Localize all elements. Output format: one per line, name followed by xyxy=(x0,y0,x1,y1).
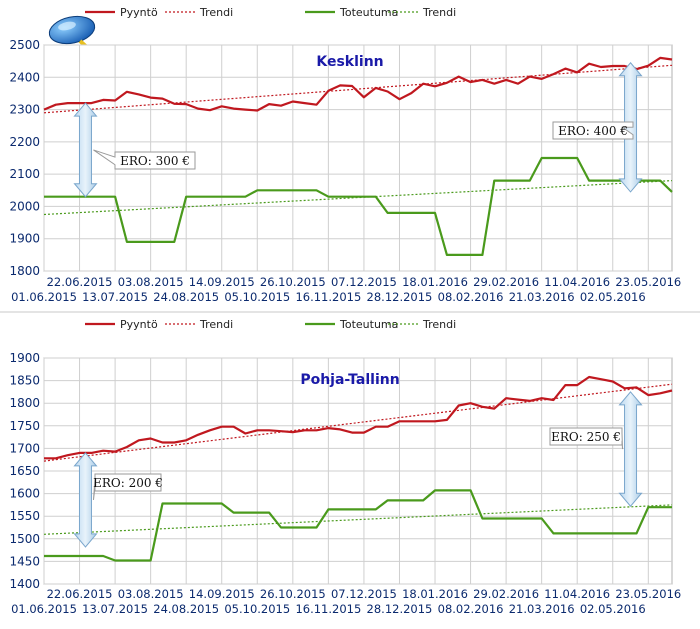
x-tick-label: 03.08.2015 xyxy=(118,275,184,289)
x-tick-label: 23.05.2016 xyxy=(615,275,681,289)
legend-label: Pyyntö xyxy=(120,6,158,19)
y-tick-label: 2200 xyxy=(9,135,40,149)
x-tick-label: 01.06.2015 xyxy=(11,290,77,304)
x-tick-label: 08.02.2016 xyxy=(438,602,504,616)
x-tick-label: 28.12.2015 xyxy=(367,290,433,304)
x-tick-label: 26.10.2015 xyxy=(260,275,326,289)
legend-label: Trendi xyxy=(422,6,456,19)
x-tick-label: 05.10.2015 xyxy=(224,290,290,304)
difference-arrow xyxy=(73,102,98,198)
x-tick-label: 11.04.2016 xyxy=(544,275,610,289)
legend-label: Trendi xyxy=(199,318,233,331)
y-tick-label: 1800 xyxy=(9,264,40,278)
x-tick-label: 26.10.2015 xyxy=(260,587,326,601)
x-tick-label: 18.01.2016 xyxy=(402,587,468,601)
x-tick-label: 18.01.2016 xyxy=(402,275,468,289)
x-tick-label: 24.08.2015 xyxy=(153,290,219,304)
series-line-trend-1 xyxy=(43,383,673,462)
x-tick-label: 02.05.2016 xyxy=(580,290,646,304)
callout-label: ERO: 250 € xyxy=(551,430,621,444)
x-tick-label: 07.12.2015 xyxy=(331,275,397,289)
x-tick-label: 11.04.2016 xyxy=(544,587,610,601)
callout-box xyxy=(92,473,162,500)
x-tick-label: 29.02.2016 xyxy=(473,587,539,601)
y-tick-label: 1800 xyxy=(9,396,40,410)
chart-title: Kesklinn xyxy=(316,54,383,70)
x-tick-label: 07.12.2015 xyxy=(331,587,397,601)
x-tick-label: 14.09.2015 xyxy=(189,275,255,289)
series-line-2 xyxy=(44,489,672,562)
chart-kesklinn: 1800 1900 2000 2100 2200 2300 2400 2500 01.06.20… xyxy=(9,6,681,304)
x-tick-label: 21.03.2016 xyxy=(509,290,575,304)
x-tick-label: 23.05.2016 xyxy=(615,587,681,601)
x-tick-label: 16.11.2015 xyxy=(295,602,361,616)
x-tick-label: 22.06.2015 xyxy=(47,275,113,289)
y-tick-label: 2300 xyxy=(9,103,40,117)
y-tick-label: 2400 xyxy=(9,70,40,84)
y-tick-label: 1550 xyxy=(9,509,40,523)
x-tick-label: 22.06.2015 xyxy=(47,587,113,601)
chart-title: Pohja-Tallinn xyxy=(300,372,399,388)
legend-label: Toteutuma xyxy=(339,318,398,331)
x-tick-label: 13.07.2015 xyxy=(82,290,148,304)
series-line-0 xyxy=(44,375,673,460)
callout-box xyxy=(552,121,634,140)
x-tick-label: 29.02.2016 xyxy=(473,275,539,289)
y-tick-label: 2500 xyxy=(9,38,40,52)
callout-label: ERO: 200 € xyxy=(93,476,163,490)
series-line-trend-1 xyxy=(43,64,673,114)
series-line-2 xyxy=(44,156,673,256)
y-tick-label: 1450 xyxy=(9,554,40,568)
y-tick-label: 1650 xyxy=(9,464,40,478)
x-tick-label: 08.02.2016 xyxy=(438,290,504,304)
y-tick-label: 1750 xyxy=(9,419,40,433)
x-tick-label: 01.06.2015 xyxy=(11,602,77,616)
series-line-trend-3 xyxy=(43,180,673,216)
chart-pohja-tallinn: 1400 1450 1500 1550 1600 1650 1700 1750 1800 1850… xyxy=(9,318,681,616)
legend-label: Trendi xyxy=(199,6,233,19)
y-tick-label: 1850 xyxy=(9,374,40,388)
y-tick-label: 1700 xyxy=(9,441,40,455)
x-tick-label: 28.12.2015 xyxy=(367,602,433,616)
legend-label: Trendi xyxy=(422,318,456,331)
difference-arrow xyxy=(618,391,643,508)
x-tick-label: 03.08.2015 xyxy=(118,587,184,601)
y-tick-label: 1600 xyxy=(9,487,40,501)
y-tick-label: 2000 xyxy=(9,199,40,213)
x-tick-label: 02.05.2016 xyxy=(580,602,646,616)
y-tick-label: 1500 xyxy=(9,532,40,546)
series-line-0 xyxy=(43,56,673,112)
callout-box xyxy=(549,427,624,450)
x-tick-label: 24.08.2015 xyxy=(153,602,219,616)
x-tick-label: 16.11.2015 xyxy=(295,290,361,304)
difference-arrow xyxy=(73,452,98,548)
x-tick-label: 05.10.2015 xyxy=(224,602,290,616)
x-tick-label: 13.07.2015 xyxy=(82,602,148,616)
callout-box xyxy=(93,149,196,170)
y-tick-label: 2100 xyxy=(9,167,40,181)
x-tick-label: 21.03.2016 xyxy=(509,602,575,616)
callout-label: ERO: 300 € xyxy=(120,154,190,168)
x-tick-label: 14.09.2015 xyxy=(189,587,255,601)
y-tick-label: 1400 xyxy=(9,577,40,591)
y-tick-label: 1900 xyxy=(9,232,40,246)
callout-label: ERO: 400 € xyxy=(558,124,628,138)
y-tick-label: 1900 xyxy=(9,351,40,365)
series-line-trend-3 xyxy=(43,504,673,535)
legend-label: Toteutuma xyxy=(339,6,398,19)
legend-label: Pyyntö xyxy=(120,318,158,331)
